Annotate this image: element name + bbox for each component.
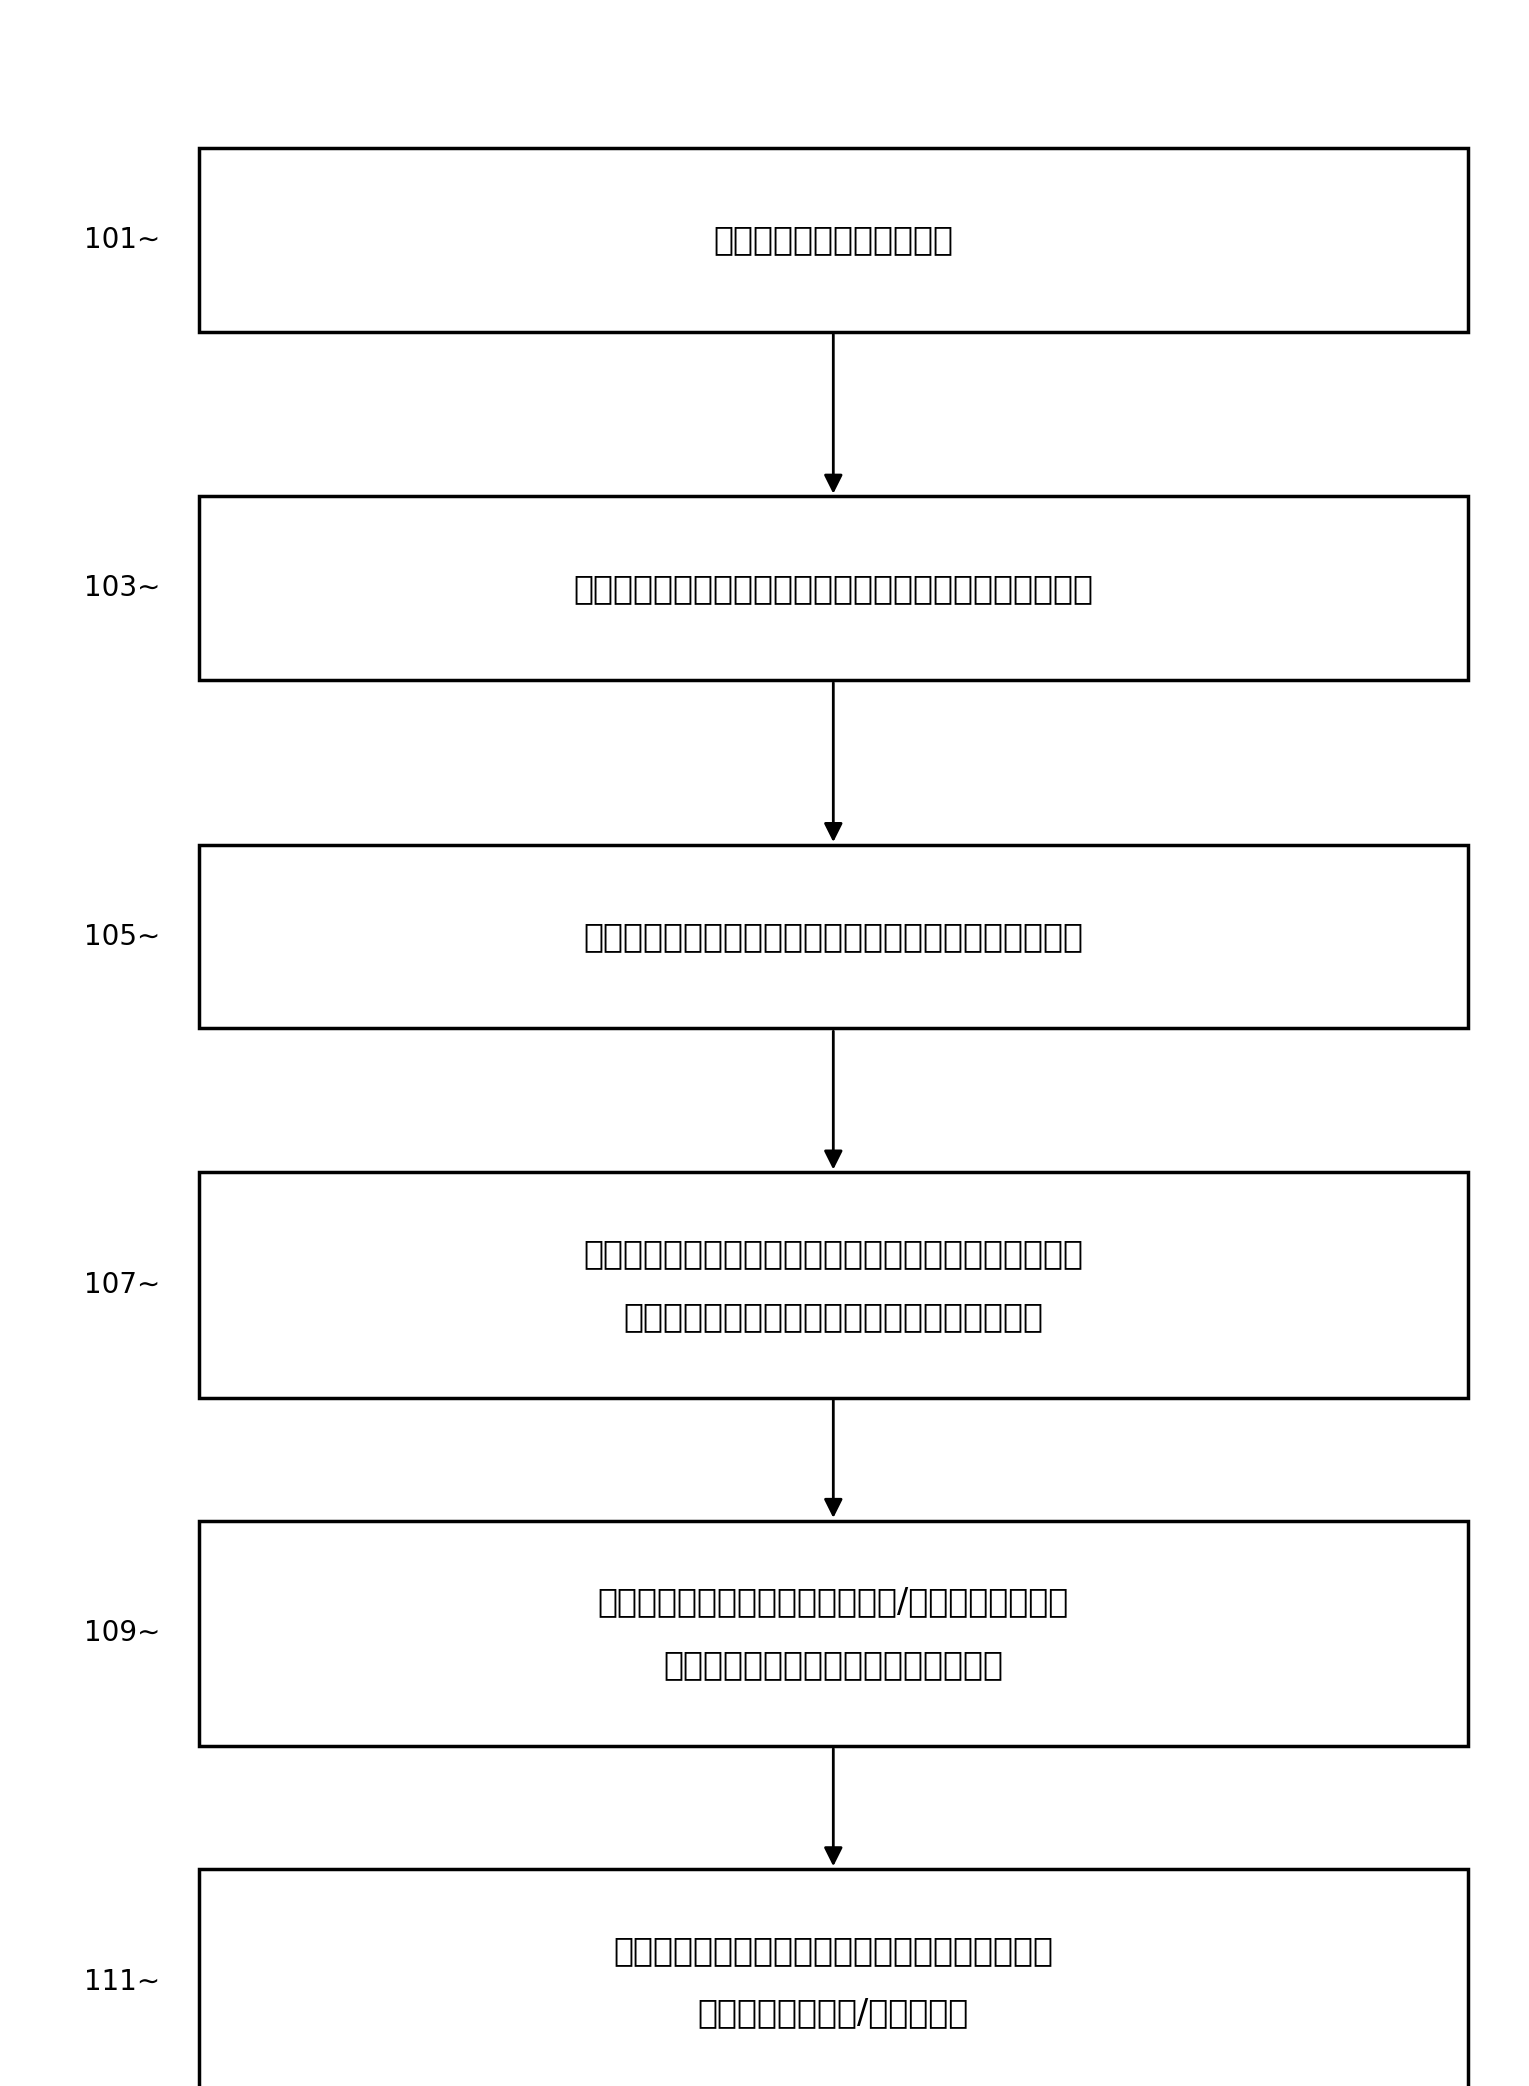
Text: 在非平静的时间段上对精细调整后的估计进行积分: 在非平静的时间段上对精细调整后的估计进行积分 — [613, 1934, 1053, 1967]
Text: 111∼: 111∼ — [84, 1967, 161, 1996]
Text: 107∼: 107∼ — [84, 1270, 161, 1300]
Text: 为每个采样时刻估计在加速计的参考系中的重力单位向量: 为每个采样时刻估计在加速计的参考系中的重力单位向量 — [583, 920, 1084, 953]
Text: 109∼: 109∼ — [84, 1619, 161, 1648]
Bar — [199, 148, 1468, 332]
Text: 识别垂直加速度和垂直速度为零时所在的相对平静的时间段: 识别垂直加速度和垂直速度为零时所在的相对平静的时间段 — [573, 572, 1093, 605]
Bar — [199, 845, 1468, 1028]
Bar — [199, 1869, 1468, 2086]
Bar — [199, 496, 1468, 680]
Text: 减去重力加速度，以给出垂直加速度的初始估计: 减去重力加速度，以给出垂直加速度的初始估计 — [624, 1300, 1043, 1333]
Text: 通过针对由于加速计的采样误差和/或削波所致的过量: 通过针对由于加速计的采样误差和/或削波所致的过量 — [598, 1585, 1069, 1619]
Text: 加速度进行校正来精细调整该初始估计: 加速度进行校正来精细调整该初始估计 — [664, 1648, 1003, 1681]
Text: 以给出垂直速度和/或垂直位移: 以给出垂直速度和/或垂直位移 — [697, 1996, 969, 2030]
Text: 103∼: 103∼ — [84, 574, 161, 603]
Bar — [199, 1521, 1468, 1746]
Text: 获得来自加速计的测量样本: 获得来自加速计的测量样本 — [714, 223, 953, 257]
Text: 将加速度样本投影到各自的所估计的重力向量单位上并且: 将加速度样本投影到各自的所估计的重力向量单位上并且 — [583, 1237, 1084, 1270]
Text: 101∼: 101∼ — [84, 225, 161, 254]
Bar — [199, 1172, 1468, 1398]
Text: 105∼: 105∼ — [84, 922, 161, 951]
